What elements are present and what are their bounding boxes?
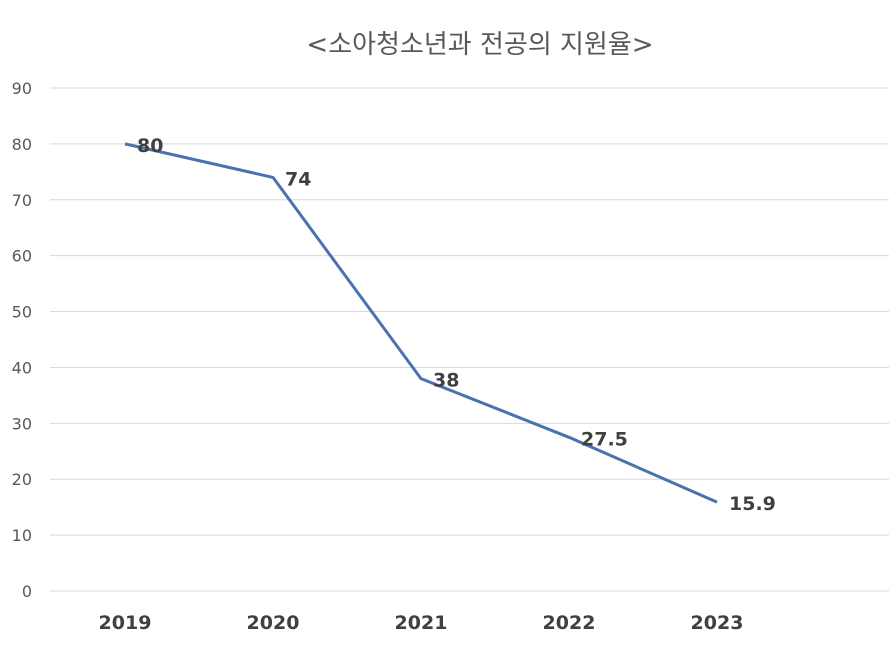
y-axis-tick-labels: 0 10 20 30 40 50 60 70 80 90 <box>12 79 32 601</box>
chart-title: <소아청소년과 전공의 지원율> <box>306 30 653 60</box>
series-line <box>124 142 718 504</box>
y-tick-label: 10 <box>12 526 32 545</box>
x-tick-label: 2021 <box>395 612 448 634</box>
x-axis-tick-labels: 2019 2020 2021 2022 2023 <box>99 612 744 634</box>
y-tick-label: 20 <box>12 470 32 489</box>
y-tick-label: 80 <box>12 135 32 154</box>
x-tick-label: 2022 <box>543 612 596 634</box>
gridlines <box>50 87 889 592</box>
data-label: 74 <box>285 168 311 190</box>
y-tick-label: 40 <box>12 358 32 377</box>
series-lines <box>124 142 718 504</box>
y-tick-label: 90 <box>12 79 32 98</box>
x-tick-label: 2019 <box>99 612 152 634</box>
data-label: 80 <box>137 135 163 157</box>
y-tick-label: 70 <box>12 191 32 210</box>
data-label: 38 <box>433 370 459 392</box>
y-tick-label: 30 <box>12 414 32 433</box>
y-tick-label: 60 <box>12 247 32 266</box>
x-tick-label: 2020 <box>247 612 300 634</box>
data-labels: 80 74 38 27.5 15.9 <box>137 135 776 515</box>
data-label: 15.9 <box>729 493 776 515</box>
x-tick-label: 2023 <box>691 612 744 634</box>
y-tick-label: 0 <box>22 582 32 601</box>
data-label: 27.5 <box>581 428 628 450</box>
y-tick-label: 50 <box>12 303 32 322</box>
